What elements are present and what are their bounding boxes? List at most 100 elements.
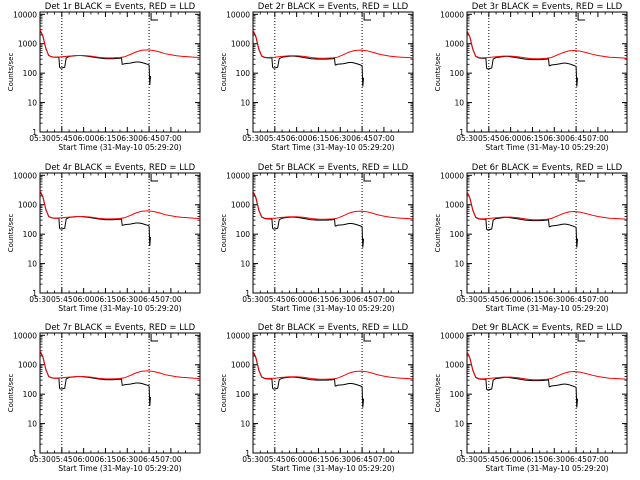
series-line-events [466,351,578,408]
chart-panel-5: Det 5r BLACK = Events, RED = LLD 1 10 100 10… [220,163,414,313]
y-tick-label: 1000 [445,201,464,210]
x-tick-label: 06:30 [116,455,138,464]
bracket-marker [150,174,159,182]
x-tick-label: 06:00 [500,295,522,304]
x-tick-label: 05:45 [51,295,73,304]
y-tick-label: 10000 [440,331,464,340]
chart-title: Det 1r BLACK = Events, RED = LLD [45,2,196,12]
y-tick-label: 10000 [13,10,37,19]
y-tick-label: 1000 [231,40,250,49]
series-line-lld [39,29,201,59]
y-tick-label: 10000 [226,171,250,180]
y-axis-label: Counts/sec [434,53,442,92]
x-axis-label: Start Time (31-May-10 05:29:20) [58,143,181,152]
plot-frame [39,332,201,454]
x-tick-label: 06:30 [329,295,351,304]
y-tick-label: 10 [27,260,37,269]
y-tick-label: 100 [23,230,38,239]
x-tick-label: 06:15 [95,455,117,464]
chart-panel-8: Det 8r BLACK = Events, RED = LLD 1 10 100 10… [220,323,414,473]
series-line-lld [39,350,201,380]
y-tick-label: 10000 [13,331,37,340]
x-tick-label: 07:00 [160,455,182,464]
plot-frame [466,332,628,454]
bracket-marker [363,334,372,342]
x-tick-label: 05:30 [242,295,264,304]
x-tick-label: 05:30 [242,455,264,464]
x-tick-label: 05:30 [456,295,478,304]
x-tick-label: 05:30 [242,134,264,143]
x-tick-label: 06:30 [543,134,565,143]
bracket-marker [577,13,586,21]
x-tick-label: 06:00 [286,455,308,464]
y-tick-label: 100 [23,69,38,78]
y-tick-label: 1000 [445,361,464,370]
series-line-events [252,191,364,248]
plot-frame [39,172,201,294]
chart-panel-2: Det 2r BLACK = Events, RED = LLD 1 10 100 10… [220,2,414,152]
y-tick-label: 1000 [231,361,250,370]
x-tick-label: 07:00 [587,134,609,143]
bracket-marker [150,13,159,21]
y-tick-label: 1 [459,128,464,137]
plot-frame [39,11,201,133]
y-tick-label: 10 [27,420,37,429]
x-tick-label: 06:15 [308,134,330,143]
y-tick-label: 10 [240,260,250,269]
series-line-lld [252,350,414,380]
series-line-lld [252,190,414,220]
x-tick-label: 06:45 [351,295,373,304]
x-axis-label: Start Time (31-May-10 05:29:20) [271,143,394,152]
x-tick-label: 05:30 [29,134,51,143]
x-tick-label: 05:45 [264,295,286,304]
y-tick-label: 1000 [445,40,464,49]
x-tick-label: 05:30 [456,455,478,464]
y-tick-label: 1 [459,449,464,458]
chart-panel-7: Det 7r BLACK = Events, RED = LLD 1 10 100 10… [7,323,201,473]
bracket-marker [363,174,372,182]
y-tick-label: 1 [32,128,37,137]
chart-title: Det 9r BLACK = Events, RED = LLD [472,323,623,333]
x-tick-label: 07:00 [160,295,182,304]
y-tick-label: 1000 [18,40,37,49]
y-axis-label: Counts/sec [220,214,228,253]
y-tick-label: 10000 [226,331,250,340]
x-tick-label: 07:00 [373,295,395,304]
x-tick-label: 05:45 [51,455,73,464]
x-tick-label: 06:15 [95,134,117,143]
x-tick-label: 06:15 [522,455,544,464]
x-tick-label: 05:45 [264,455,286,464]
x-tick-label: 07:00 [587,295,609,304]
chart-title: Det 5r BLACK = Events, RED = LLD [258,163,409,173]
y-tick-label: 100 [450,69,465,78]
x-tick-label: 06:45 [138,455,160,464]
series-line-lld [466,351,628,381]
y-tick-label: 10000 [13,171,37,180]
x-axis-label: Start Time (31-May-10 05:29:20) [58,304,181,313]
y-tick-label: 10 [454,260,464,269]
bracket-marker [363,13,372,21]
chart-title: Det 6r BLACK = Events, RED = LLD [472,163,623,173]
x-tick-label: 06:30 [116,295,138,304]
x-axis-label: Start Time (31-May-10 05:29:20) [485,464,608,473]
x-axis-label: Start Time (31-May-10 05:29:20) [271,304,394,313]
x-tick-label: 06:15 [308,295,330,304]
x-tick-label: 06:45 [565,455,587,464]
y-tick-label: 100 [236,390,251,399]
plot-frame [466,11,628,133]
y-tick-label: 1000 [231,201,250,210]
x-tick-label: 05:45 [478,134,500,143]
x-tick-label: 05:30 [29,455,51,464]
x-tick-label: 06:00 [286,295,308,304]
x-tick-label: 06:30 [329,455,351,464]
y-tick-label: 10000 [440,171,464,180]
y-tick-label: 1 [245,449,250,458]
series-line-lld [466,30,628,60]
y-tick-label: 100 [450,230,465,239]
y-axis-label: Counts/sec [7,214,15,253]
plot-frame [252,11,414,133]
x-tick-label: 07:00 [160,134,182,143]
bracket-marker [577,334,586,342]
x-tick-label: 06:30 [543,455,565,464]
